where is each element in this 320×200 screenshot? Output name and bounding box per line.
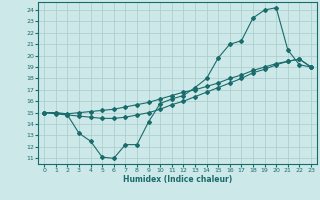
X-axis label: Humidex (Indice chaleur): Humidex (Indice chaleur): [123, 175, 232, 184]
